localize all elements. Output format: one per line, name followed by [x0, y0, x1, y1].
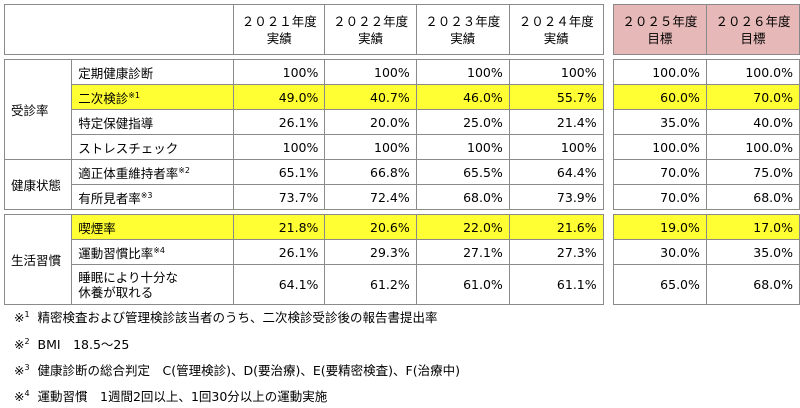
table-row: 生活習慣 喫煙率 21.8% 20.6% 22.0% 21.6% 19.0% 1… — [3, 214, 800, 305]
header-2021: ２０２１年度 実績 — [233, 4, 326, 55]
value-cell: 17.0% — [705, 214, 800, 240]
value-cell: 46.0% — [415, 84, 510, 110]
value-cell: 40.0% — [705, 109, 800, 135]
value-cell: 21.6% — [508, 214, 604, 240]
value-cell: 70.0% — [705, 84, 800, 110]
value-cell: 64.4% — [508, 159, 604, 185]
category-kenko: 健康状態 — [3, 159, 73, 210]
row-label: 喫煙率 — [71, 214, 235, 240]
value-cell: 68.0% — [415, 184, 510, 210]
table-row: 運動習慣比率※4 26.1% 29.3% 27.1% 27.3% 30.0% 3… — [5, 239, 800, 265]
table-row: 健康状態 適正体重維持者率※2 65.1% 66.8% 65.5% 64.4% … — [3, 159, 800, 210]
value-cell: 21.8% — [233, 214, 326, 240]
value-cell: 73.9% — [508, 184, 604, 210]
value-cell: 61.1% — [508, 264, 604, 305]
value-cell: 20.6% — [324, 214, 417, 240]
value-cell: 70.0% — [612, 159, 707, 185]
header-2024: ２０２４年度 実績 — [508, 4, 604, 55]
value-cell: 68.0% — [705, 264, 800, 305]
value-cell: 21.4% — [508, 109, 604, 135]
header-2026: ２０２６年度 目標 — [705, 4, 800, 55]
footnote-2: ※2 BMI 18.5～25 — [14, 336, 130, 352]
value-cell: 49.0% — [233, 84, 326, 110]
table-row: 二次検診※1 49.0% 40.7% 46.0% 55.7% 60.0% 70.… — [5, 84, 800, 110]
value-cell: 26.1% — [233, 109, 326, 135]
corner-cell — [3, 4, 235, 55]
value-cell: 22.0% — [415, 214, 510, 240]
value-cell: 61.2% — [324, 264, 417, 305]
value-cell: 19.0% — [612, 214, 707, 240]
table-row: 睡眠により十分な 休養が取れる 64.1% 61.2% 61.0% 61.1% 6… — [5, 264, 800, 305]
category-jushin: 受診率 — [3, 59, 73, 160]
value-cell: 29.3% — [324, 239, 417, 265]
value-cell: 64.1% — [233, 264, 326, 305]
footnote-1: ※1 精密検査および管理検診該当者のうち、二次検診受診後の報告書提出率 — [14, 309, 438, 325]
value-cell: 30.0% — [612, 239, 707, 265]
value-cell: 100% — [233, 134, 326, 160]
value-cell: 100% — [324, 134, 417, 160]
value-cell: 70.0% — [612, 184, 707, 210]
value-cell: 65.0% — [612, 264, 707, 305]
value-cell: 35.0% — [612, 109, 707, 135]
value-cell: 100.0% — [705, 134, 800, 160]
value-cell: 100% — [324, 59, 417, 85]
value-cell: 25.0% — [415, 109, 510, 135]
value-cell: 61.0% — [415, 264, 510, 305]
table-row: ストレスチェック 100% 100% 100% 100% 100.0% 100.… — [5, 134, 800, 160]
table-row: 特定保健指導 26.1% 20.0% 25.0% 21.4% 35.0% 40.… — [5, 109, 800, 135]
value-cell: 100% — [508, 59, 604, 85]
value-cell: 65.5% — [415, 159, 510, 185]
value-cell: 66.8% — [324, 159, 417, 185]
value-cell: 27.1% — [415, 239, 510, 265]
value-cell: 100.0% — [612, 59, 707, 85]
table-row: 有所見者率※3 73.7% 72.4% 68.0% 73.9% 70.0% 68… — [5, 184, 800, 210]
value-cell: 100.0% — [705, 59, 800, 85]
value-cell: 73.7% — [233, 184, 326, 210]
footnote-3: ※3 健康診断の総合判定 C(管理検診)、D(要治療)、E(要精密検査)、F(治… — [14, 362, 460, 378]
footnote-4: ※4 運動習慣 1週間2回以上、1回30分以上の運動実施 — [14, 388, 328, 404]
row-label: 定期健康診断 — [71, 59, 235, 85]
value-cell: 100% — [415, 134, 510, 160]
header-2023: ２０２３年度 実績 — [415, 4, 510, 55]
row-label: 特定保健指導 — [71, 109, 235, 135]
row-label: 運動習慣比率※4 — [71, 239, 235, 265]
value-cell: 100% — [415, 59, 510, 85]
value-cell: 68.0% — [705, 184, 800, 210]
value-cell: 27.3% — [508, 239, 604, 265]
value-cell: 75.0% — [705, 159, 800, 185]
value-cell: 35.0% — [705, 239, 800, 265]
value-cell: 100% — [233, 59, 326, 85]
value-cell: 100.0% — [612, 134, 707, 160]
value-cell: 40.7% — [324, 84, 417, 110]
row-label: 有所見者率※3 — [71, 184, 235, 210]
header-row: ２０２１年度 実績 ２０２２年度 実績 ２０２３年度 実績 ２０２４年度 実績 ２０２５… — [3, 4, 800, 55]
value-cell: 20.0% — [324, 109, 417, 135]
header-2022: ２０２２年度 実績 — [324, 4, 417, 55]
value-cell: 65.1% — [233, 159, 326, 185]
value-cell: 72.4% — [324, 184, 417, 210]
row-label: 睡眠により十分な 休養が取れる — [71, 264, 235, 305]
table-row: 受診率 定期健康診断 100% 100% 100% 100% 100.0% 10… — [3, 59, 800, 160]
health-metrics-table: ２０２１年度 実績 ２０２２年度 実績 ２０２３年度 実績 ２０２４年度 実績 ２０２５… — [3, 4, 800, 305]
row-label: 二次検診※1 — [71, 84, 235, 110]
value-cell: 60.0% — [612, 84, 707, 110]
row-label: 適正体重維持者率※2 — [71, 159, 235, 185]
value-cell: 55.7% — [508, 84, 604, 110]
value-cell: 100% — [508, 134, 604, 160]
header-2025: ２０２５年度 目標 — [612, 4, 707, 55]
category-seikatsu: 生活習慣 — [3, 214, 73, 305]
value-cell: 26.1% — [233, 239, 326, 265]
row-label: ストレスチェック — [71, 134, 235, 160]
